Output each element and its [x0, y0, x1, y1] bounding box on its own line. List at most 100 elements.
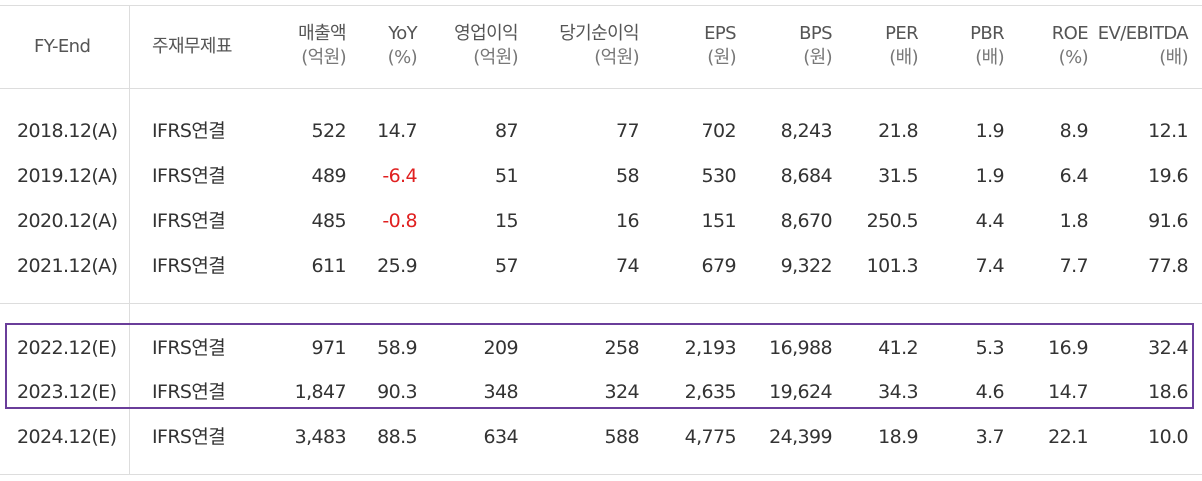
cell-op-income: 57: [495, 255, 519, 277]
estimate-highlight-box: [5, 323, 1194, 409]
cell-pbr: 1.9: [975, 120, 1005, 142]
cell-eps: 702: [701, 120, 737, 142]
cell-per: 41.2: [878, 337, 919, 359]
header-col-sales: 매출액 (억원): [298, 23, 346, 68]
cell-pbr: 3.7: [975, 426, 1005, 448]
cell-eps: 151: [701, 210, 737, 232]
cell-roe: 16.9: [1048, 337, 1089, 359]
cell-roe: 14.7: [1048, 381, 1089, 403]
cell-yoy: 58.9: [377, 337, 418, 359]
header-col-eps: EPS (원): [704, 23, 736, 68]
cell-per: 250.5: [866, 210, 919, 232]
cell-bps: 8,670: [780, 210, 833, 232]
header-col-per: PER (배): [885, 23, 919, 68]
header-col-yoy: YoY (%): [387, 23, 418, 68]
cell-sales: 489: [311, 165, 347, 187]
cell-bps: 19,624: [769, 381, 832, 403]
cell-ev-ebitda: 10.0: [1148, 426, 1189, 448]
cell-fy-end: 2019.12(A): [17, 165, 118, 187]
cell-yoy: 90.3: [377, 381, 418, 403]
cell-per: 31.5: [878, 165, 919, 187]
cell-net-income: 74: [616, 255, 640, 277]
cell-yoy: -0.8: [382, 210, 417, 232]
cell-fy-end: 2020.12(A): [17, 210, 118, 232]
cell-eps: 2,193: [684, 337, 737, 359]
cell-yoy: 25.9: [377, 255, 418, 277]
cell-net-income: 16: [616, 210, 640, 232]
cell-net-income: 588: [604, 426, 640, 448]
cell-eps: 2,635: [684, 381, 737, 403]
cell-per: 34.3: [878, 381, 919, 403]
cell-statement: IFRS연결: [152, 120, 226, 142]
cell-fy-end: 2024.12(E): [17, 426, 117, 448]
cell-sales: 485: [311, 210, 347, 232]
cell-yoy: 14.7: [377, 120, 418, 142]
cell-pbr: 1.9: [975, 165, 1005, 187]
cell-pbr: 4.6: [975, 381, 1005, 403]
cell-yoy: -6.4: [382, 165, 417, 187]
cell-ev-ebitda: 12.1: [1148, 120, 1189, 142]
cell-ev-ebitda: 91.6: [1148, 210, 1189, 232]
cell-pbr: 4.4: [975, 210, 1005, 232]
cell-bps: 8,243: [780, 120, 833, 142]
cell-net-income: 77: [616, 120, 640, 142]
cell-net-income: 258: [604, 337, 640, 359]
cell-fy-end: 2023.12(E): [17, 381, 117, 403]
fy-column-divider: [129, 5, 130, 474]
table-top-border: [0, 5, 1202, 6]
cell-fy-end: 2022.12(E): [17, 337, 117, 359]
cell-statement: IFRS연결: [152, 426, 226, 448]
cell-net-income: 58: [616, 165, 640, 187]
cell-op-income: 15: [495, 210, 519, 232]
cell-statement: IFRS연결: [152, 255, 226, 277]
cell-statement: IFRS연결: [152, 337, 226, 359]
cell-op-income: 51: [495, 165, 519, 187]
actual-section-border: [0, 303, 1202, 304]
cell-sales: 611: [311, 255, 347, 277]
cell-sales: 3,483: [294, 426, 347, 448]
header-col-bps: BPS (원): [799, 23, 832, 68]
cell-sales: 522: [311, 120, 347, 142]
cell-op-income: 87: [495, 120, 519, 142]
cell-bps: 8,684: [780, 165, 833, 187]
cell-eps: 679: [701, 255, 737, 277]
header-statement: 주재무제표: [152, 36, 232, 57]
cell-bps: 24,399: [769, 426, 832, 448]
cell-ev-ebitda: 19.6: [1148, 165, 1189, 187]
cell-per: 101.3: [866, 255, 919, 277]
cell-fy-end: 2021.12(A): [17, 255, 118, 277]
cell-ev-ebitda: 32.4: [1148, 337, 1189, 359]
cell-sales: 971: [311, 337, 347, 359]
cell-per: 18.9: [878, 426, 919, 448]
cell-net-income: 324: [604, 381, 640, 403]
cell-roe: 8.9: [1059, 120, 1089, 142]
cell-sales: 1,847: [294, 381, 347, 403]
cell-ev-ebitda: 18.6: [1148, 381, 1189, 403]
cell-op-income: 634: [483, 426, 519, 448]
cell-yoy: 88.5: [377, 426, 418, 448]
header-col-op-income: 영업이익 (억원): [454, 23, 518, 68]
cell-fy-end: 2018.12(A): [17, 120, 118, 142]
cell-bps: 16,988: [769, 337, 832, 359]
cell-statement: IFRS연결: [152, 165, 226, 187]
header-col-roe: ROE (%): [1051, 23, 1089, 68]
header-col-ev-ebitda: EV/EBITDA (배): [1097, 23, 1189, 68]
cell-roe: 1.8: [1059, 210, 1089, 232]
cell-op-income: 348: [483, 381, 519, 403]
cell-pbr: 5.3: [975, 337, 1005, 359]
cell-op-income: 209: [483, 337, 519, 359]
header-col-pbr: PBR (배): [970, 23, 1005, 68]
table-bottom-border: [0, 474, 1202, 475]
cell-roe: 7.7: [1059, 255, 1089, 277]
cell-roe: 6.4: [1059, 165, 1089, 187]
header-fy-end: FY-End: [34, 36, 91, 57]
cell-eps: 530: [701, 165, 737, 187]
cell-eps: 4,775: [684, 426, 737, 448]
cell-per: 21.8: [878, 120, 919, 142]
cell-ev-ebitda: 77.8: [1148, 255, 1189, 277]
cell-statement: IFRS연결: [152, 381, 226, 403]
cell-statement: IFRS연결: [152, 210, 226, 232]
cell-pbr: 7.4: [975, 255, 1005, 277]
header-bottom-border: [0, 88, 1202, 89]
